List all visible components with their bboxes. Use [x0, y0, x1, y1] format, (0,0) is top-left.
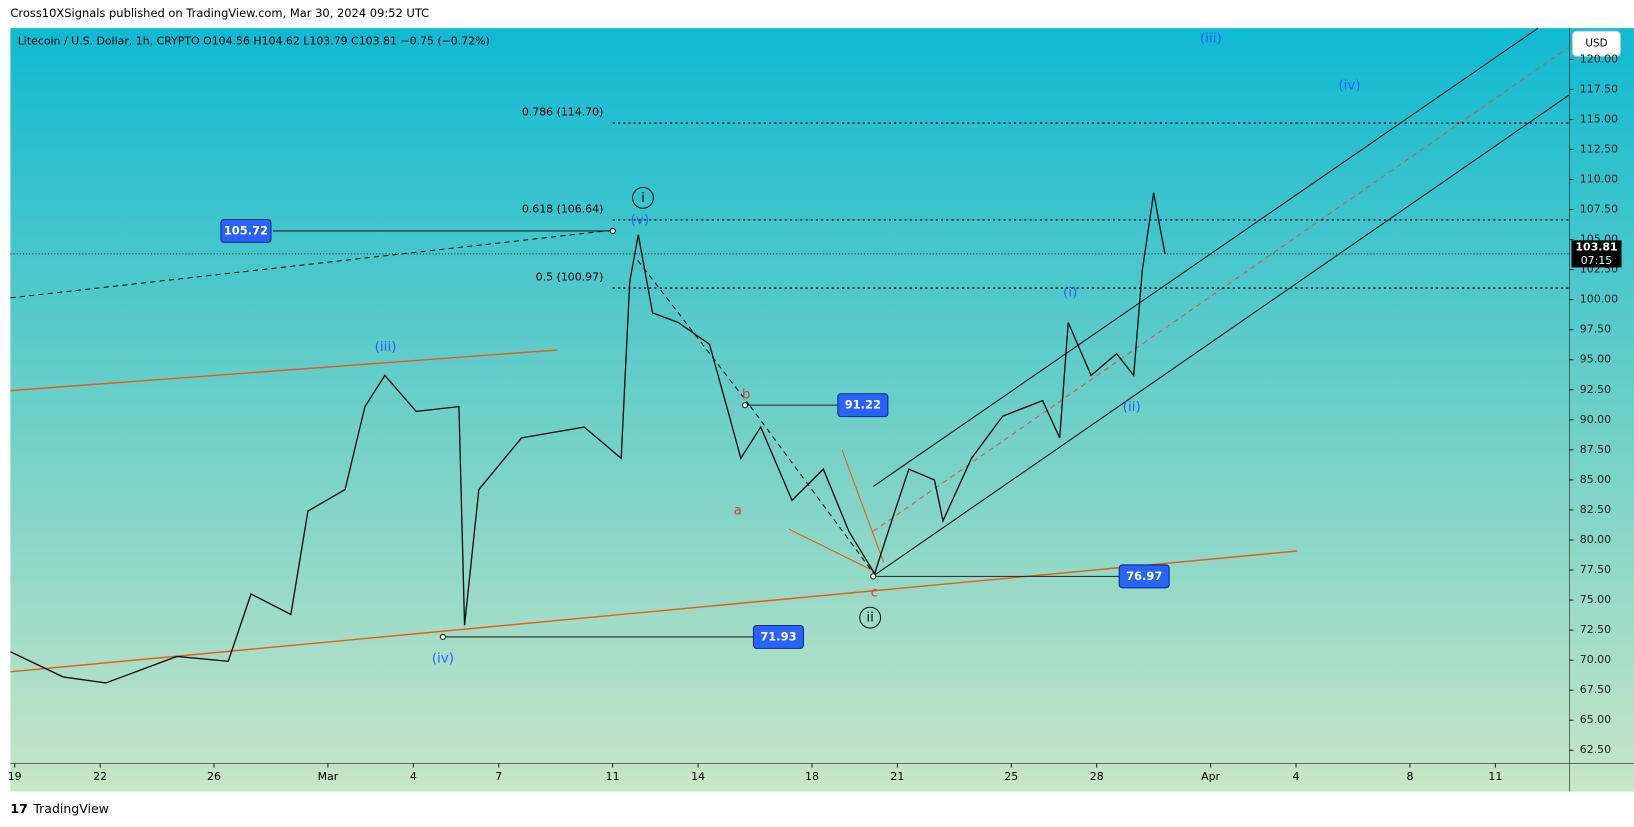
- fib-label: 0.5 (100.97): [536, 271, 604, 284]
- wave-label: (iv): [1338, 77, 1360, 93]
- price-mark-dot: [609, 227, 616, 235]
- x-tick-label: 22: [93, 770, 107, 783]
- price-mark-label: 76.97: [1126, 569, 1162, 583]
- footer: TradingView: [32, 801, 109, 816]
- y-tick-label: 90.00: [1580, 413, 1611, 426]
- price-mark-dot: [870, 573, 877, 580]
- y-tick-label: 92.50: [1580, 383, 1611, 396]
- y-tick-label: 112.50: [1580, 142, 1618, 155]
- y-tick-label: 117.50: [1580, 82, 1618, 95]
- x-tick-label: 4: [410, 770, 417, 783]
- x-tick-label: 4: [1293, 770, 1300, 783]
- trend-line: [637, 260, 751, 407]
- y-tick-label: 77.50: [1580, 563, 1611, 576]
- y-tick-label: 65.00: [1580, 713, 1611, 726]
- wave-label: (ii): [1123, 399, 1141, 415]
- x-tick-label: 25: [1004, 770, 1018, 783]
- price-mark-label: 91.22: [845, 398, 881, 412]
- y-tick-label: 107.50: [1580, 203, 1618, 216]
- x-tick-label: 19: [8, 770, 22, 783]
- trend-line: [788, 528, 874, 572]
- currency-button[interactable]: [1571, 30, 1621, 57]
- price-mark-label: 105.72: [224, 223, 268, 237]
- y-tick-label: 85.00: [1580, 473, 1611, 486]
- x-tick-label: Apr: [1201, 770, 1220, 783]
- drawings: [10, 27, 1570, 673]
- price-line: [10, 192, 1166, 684]
- trend-line: [10, 349, 558, 392]
- trend-line: [841, 449, 885, 563]
- wave-label: (v): [631, 212, 650, 228]
- y-tick-label: 110.00: [1580, 173, 1618, 186]
- wave-label: ii: [866, 610, 874, 626]
- trend-line: [10, 229, 613, 299]
- fib-label: 0.786 (114.70): [522, 106, 604, 119]
- x-tick-label: 14: [691, 770, 705, 783]
- x-tick-label: 11: [1488, 770, 1502, 783]
- y-tick-label: 75.00: [1580, 593, 1611, 606]
- price-mark-dot: [439, 633, 447, 641]
- x-tick-label: 11: [606, 770, 620, 783]
- currency[interactable]: USD: [1585, 38, 1607, 50]
- y-tick-label: 70.00: [1580, 653, 1611, 666]
- wave-circle: [859, 606, 882, 629]
- x-tick-label: 7: [495, 770, 502, 783]
- wave-label: a: [734, 502, 742, 518]
- y-tick-label: 95.00: [1580, 353, 1611, 366]
- price-mark-box: [1118, 564, 1170, 589]
- wave-label: (i): [1063, 285, 1077, 301]
- price-mark-box: [752, 624, 804, 649]
- wave-label: (iv): [432, 650, 454, 666]
- last-price-box: [1571, 240, 1622, 268]
- y-tick-label: 82.50: [1580, 503, 1611, 516]
- price-mark-box: [837, 393, 889, 418]
- y-tick-label: 115.00: [1580, 112, 1618, 125]
- y-tick-label: 80.00: [1580, 533, 1611, 546]
- channel-line: [872, 94, 1570, 577]
- last-price-label: 103.81: [1575, 241, 1617, 254]
- y-tick-label: 100.00: [1580, 293, 1618, 306]
- x-tick-label: 18: [805, 770, 819, 783]
- header: Cross10XSignals published on TradingView…: [10, 6, 429, 20]
- y-tick-label: 87.50: [1580, 443, 1611, 456]
- y-tick-label: 97.50: [1580, 323, 1611, 336]
- wave-label: c: [871, 585, 878, 601]
- wave-circle: [632, 186, 654, 209]
- x-tick-label: Mar: [318, 770, 339, 783]
- price-mark-label: 71.93: [760, 629, 796, 643]
- countdown: 07:15: [1581, 254, 1612, 267]
- logo: 17: [10, 801, 27, 816]
- wave-label: (iii): [375, 339, 397, 355]
- y-tick-label: 120.00: [1580, 52, 1618, 65]
- channel-line: [872, 27, 1539, 487]
- wave-label: (iii): [1200, 31, 1222, 47]
- price-mark-dot: [741, 402, 749, 409]
- x-tick-label: 21: [890, 770, 904, 783]
- plot-bg: [10, 28, 1634, 792]
- legend: Litecoin / U.S. Dollar, 1h, CRYPTO O104.…: [18, 35, 490, 48]
- footer-bg: [0, 791, 1634, 827]
- price-mark-box: [220, 218, 272, 243]
- wave-label: b: [742, 387, 751, 403]
- y-tick-label: 62.50: [1580, 743, 1611, 756]
- y-tick-label: 67.50: [1580, 683, 1611, 696]
- trend-line: [749, 405, 874, 574]
- trend-line: [10, 550, 1298, 673]
- channel-mid: [872, 46, 1570, 532]
- y-tick-label: 72.50: [1580, 623, 1611, 636]
- x-tick-label: 28: [1090, 770, 1104, 783]
- x-tick-label: 8: [1406, 770, 1413, 783]
- x-tick-label: 26: [207, 770, 221, 783]
- fib-label: 0.618 (106.64): [522, 202, 604, 215]
- wave-label: i: [641, 190, 645, 206]
